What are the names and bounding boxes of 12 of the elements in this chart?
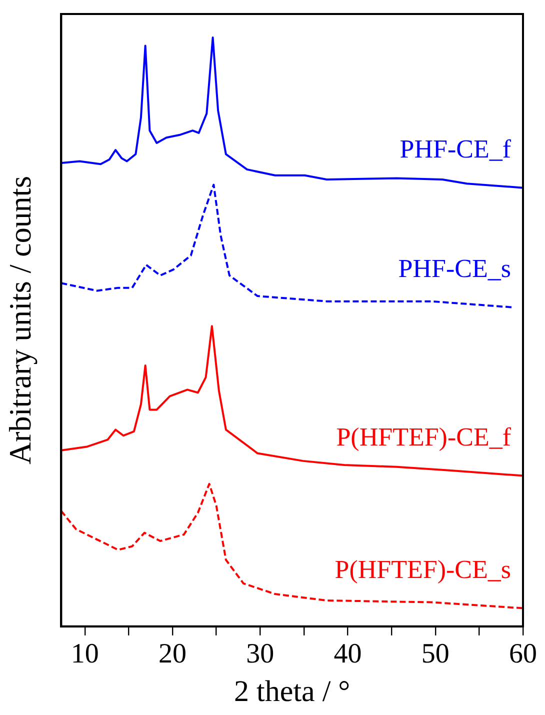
y-axis-title: Arbitrary units / counts	[2, 176, 38, 464]
x-tick-label: 50	[421, 638, 450, 670]
x-tick-label: 30	[246, 638, 274, 670]
x-tick-label: 60	[509, 638, 537, 670]
x-tick-label: 40	[334, 638, 362, 670]
x-axis-title: 2 theta / °	[234, 674, 350, 708]
series-label: P(HFTEF)-CE_f	[336, 422, 512, 452]
x-tick-label: 20	[158, 638, 186, 670]
series-label: PHF-CE_s	[398, 254, 511, 284]
series-label: PHF-CE_f	[400, 134, 512, 164]
x-tick-label: 10	[70, 638, 99, 670]
series-label: P(HFTEF)-CE_s	[334, 555, 511, 584]
